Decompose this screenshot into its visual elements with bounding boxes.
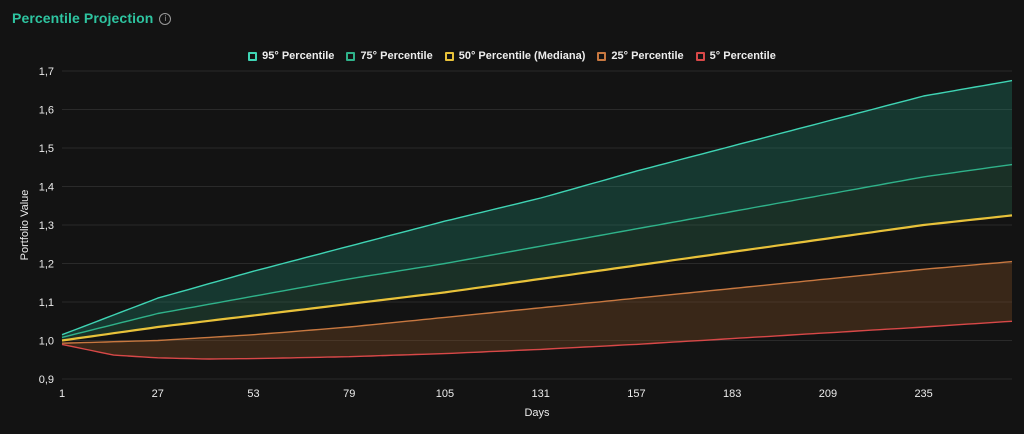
legend-label: 95° Percentile xyxy=(262,50,335,62)
legend-item[interactable]: 95° Percentile xyxy=(248,50,334,62)
legend-label: 5° Percentile xyxy=(709,50,776,62)
series-line-3 xyxy=(61,260,1013,344)
x-tick-label: 53 xyxy=(247,388,259,400)
legend-swatch xyxy=(695,51,705,61)
y-tick-label: 1,2 xyxy=(39,259,54,271)
x-tick-label: 183 xyxy=(723,388,741,400)
y-tick-label: 1,0 xyxy=(39,336,54,348)
series-line-0 xyxy=(61,79,1013,336)
legend-swatch xyxy=(346,51,356,61)
x-tick-label: 131 xyxy=(532,388,550,400)
legend-swatch xyxy=(444,51,454,61)
chart-header: Percentile Projection i xyxy=(12,10,172,26)
x-tick-label: 209 xyxy=(819,388,837,400)
info-icon[interactable]: i xyxy=(159,12,172,25)
x-tick-label: 105 xyxy=(436,388,454,400)
series-line-2 xyxy=(61,214,1013,342)
series-line-1 xyxy=(61,163,1013,339)
percentile-band xyxy=(62,80,1012,338)
chart-title: Percentile Projection xyxy=(12,10,154,26)
x-tick-label: 79 xyxy=(343,388,355,400)
legend-swatch xyxy=(248,51,258,61)
legend-label: 50° Percentile (Mediana) xyxy=(458,50,586,62)
y-tick-label: 1,3 xyxy=(39,220,54,232)
percentile-band xyxy=(62,164,1012,341)
chart-legend: 95° Percentile 75° Percentile 50° Percenti… xyxy=(0,50,1024,62)
percentile-band xyxy=(62,261,1012,359)
y-tick-label: 1,7 xyxy=(39,66,54,78)
y-tick-label: 0,9 xyxy=(39,374,54,386)
legend-item[interactable]: 50° Percentile (Mediana) xyxy=(444,50,586,62)
y-tick-label: 1,5 xyxy=(39,143,54,155)
y-tick-label: 1,4 xyxy=(39,182,54,194)
legend-label: 25° Percentile xyxy=(611,50,684,62)
y-tick-label: 1,1 xyxy=(39,297,54,309)
x-axis-title: Days xyxy=(524,407,550,419)
legend-swatch xyxy=(597,51,607,61)
legend-item[interactable]: 25° Percentile xyxy=(597,50,684,62)
x-tick-label: 235 xyxy=(914,388,932,400)
y-axis-title: Portfolio Value xyxy=(19,190,31,261)
x-tick-label: 27 xyxy=(152,388,164,400)
legend-label: 75° Percentile xyxy=(360,50,433,62)
x-tick-label: 157 xyxy=(627,388,645,400)
series-line-4 xyxy=(61,320,1013,360)
legend-item[interactable]: 75° Percentile xyxy=(346,50,433,62)
legend-item[interactable]: 5° Percentile xyxy=(695,50,776,62)
y-tick-label: 1,6 xyxy=(39,105,54,117)
x-tick-label: 1 xyxy=(59,388,65,400)
